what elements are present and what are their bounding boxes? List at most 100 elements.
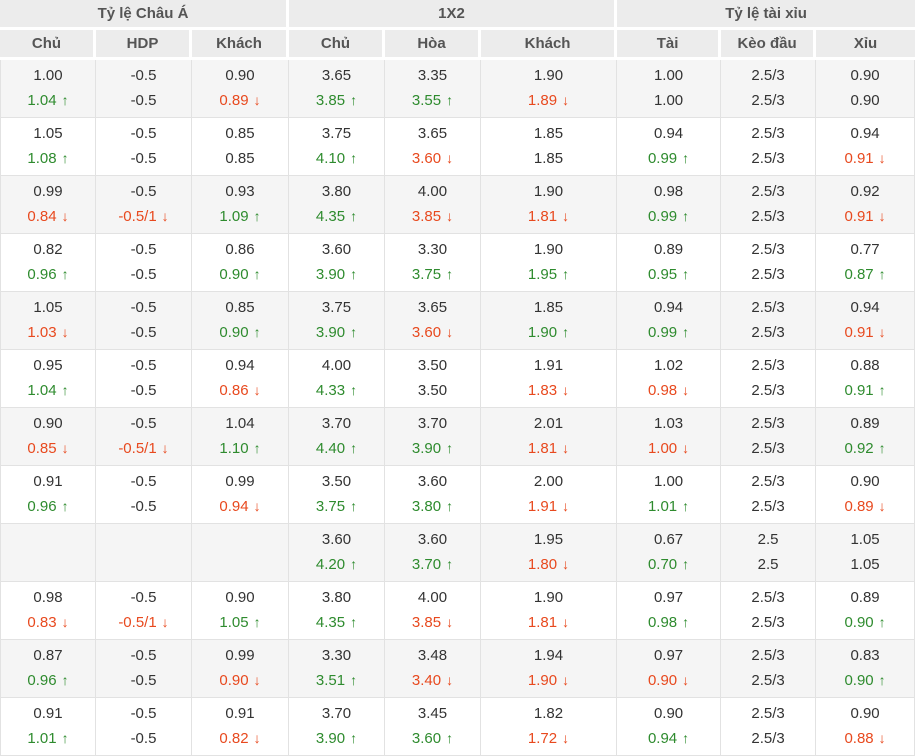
odds-cell: 0.97 0.90 ↓ (617, 640, 722, 698)
odds-cell: 3.80 4.35 ↑ (289, 176, 386, 234)
opening-odds-value: 1.85 (533, 125, 564, 142)
odds-number: 1.09 (219, 208, 249, 225)
odds-number: 1.01 (647, 498, 678, 515)
trend-down-icon: ↓ (878, 208, 886, 224)
odds-cell: 0.98 0.99 ↑ (617, 176, 722, 234)
opening-odds-value: 0.95 (33, 357, 63, 374)
column-header-asian-away: Khách (192, 30, 290, 60)
opening-odds-value: 0.90 (33, 415, 63, 432)
live-odds-value: 1.81 ↓ (481, 610, 616, 635)
opening-odds-value (96, 527, 191, 552)
odds-number: 1.10 (219, 440, 249, 457)
opening-odds-value: 1.02 (653, 357, 684, 374)
live-odds-value: 2.5/3 (721, 436, 815, 461)
odds-cell: 1.02 0.98 ↓ (617, 350, 722, 408)
odds-cell: -0.5 -0.5 (96, 234, 192, 292)
odds-number: 0.86 (219, 382, 249, 399)
odds-cell: 0.89 0.92 ↑ (816, 408, 915, 466)
live-odds-value: 0.90 ↑ (192, 320, 288, 345)
opening-odds-value: 0.67 (653, 531, 684, 548)
live-odds-value: 0.96 ↑ (1, 262, 95, 287)
odds-number: 3.85 (315, 92, 346, 109)
odds-number: -0.5 (130, 672, 157, 689)
opening-odds-value: -0.5 (130, 183, 157, 200)
opening-odds-value: 1.04 (225, 415, 255, 432)
opening-odds-value: 2.5/3 (751, 415, 785, 432)
odds-cell: 2.5/3 2.5/3 (721, 60, 817, 118)
trend-up-icon: ↑ (61, 730, 69, 746)
odds-row: 1.05 1.08 ↑ -0.5 -0.5 0.85 0.85 3.75 4.10 ↑ 3.65 3.… (0, 118, 915, 176)
live-odds-value: 1.01 ↑ (1, 726, 95, 751)
trend-down-icon: ↓ (446, 324, 454, 340)
odds-number: 2.5/3 (751, 208, 785, 225)
odds-row: 1.05 1.03 ↓ -0.5 -0.5 0.85 0.90 ↑ 3.75 3.90 ↑ 3.65 3… (0, 292, 915, 350)
opening-odds-value: 0.77 (850, 241, 880, 258)
column-header-asian-hdp: HDP (96, 30, 192, 60)
odds-number: -0.5/1 (118, 440, 157, 457)
trend-up-icon: ↑ (61, 672, 69, 688)
live-odds-value: 0.90 (816, 88, 914, 113)
odds-cell: 3.35 3.55 ↑ (385, 60, 482, 118)
live-odds-value: -0.5 (96, 320, 191, 345)
opening-odds-value: 1.05 (33, 125, 63, 142)
opening-odds-value: 0.90 (850, 705, 880, 722)
trend-up-icon: ↑ (61, 150, 69, 166)
opening-odds-value: -0.5 (130, 125, 157, 142)
live-odds-value: 1.95 ↑ (481, 262, 616, 287)
live-odds-value: 0.85 (192, 146, 288, 171)
trend-down-icon: ↓ (446, 150, 454, 166)
odds-cell: 0.89 0.95 ↑ (617, 234, 722, 292)
live-odds-value: 0.90 ↓ (192, 668, 288, 693)
odds-number: 0.91 (844, 150, 874, 167)
opening-odds-value: 3.75 (321, 299, 352, 316)
trend-down-icon: ↓ (562, 92, 570, 108)
odds-table-body: 1.00 1.04 ↑ -0.5 -0.5 0.90 0.89 ↓ 3.65 3.85 ↑ 3.35 3… (0, 60, 915, 756)
odds-number: 0.90 (844, 672, 874, 689)
opening-odds-value: 1.03 (653, 415, 684, 432)
odds-number: 1.00 (653, 92, 684, 109)
live-odds-value: 2.5/3 (721, 726, 815, 751)
trend-down-icon: ↓ (562, 498, 570, 514)
trend-down-icon: ↓ (446, 208, 454, 224)
live-odds-value: 3.60 ↓ (385, 146, 480, 171)
odds-cell: 0.90 0.89 ↓ (816, 466, 915, 524)
opening-odds-value: 3.65 (417, 299, 448, 316)
trend-down-icon: ↓ (161, 440, 169, 456)
opening-odds-value: 0.99 (33, 183, 63, 200)
odds-number: 0.95 (647, 266, 678, 283)
odds-number: -0.5 (130, 730, 157, 747)
live-odds-value: -0.5/1 ↓ (96, 204, 191, 229)
opening-odds-value: 1.95 (533, 531, 564, 548)
odds-number: 1.89 (527, 92, 558, 109)
group-header-asian: Tỷ lệ Châu Á (0, 0, 290, 30)
odds-cell: 2.5/3 2.5/3 (721, 698, 817, 756)
trend-up-icon: ↑ (562, 324, 570, 340)
odds-cell: 0.99 0.94 ↓ (192, 466, 290, 524)
odds-cell: 1.05 1.05 (816, 524, 915, 582)
live-odds-value: -0.5 (96, 726, 191, 751)
live-odds-value: 1.72 ↓ (481, 726, 616, 751)
trend-down-icon: ↓ (562, 382, 570, 398)
odds-row: 0.95 1.04 ↑ -0.5 -0.5 0.94 0.86 ↓ 4.00 4.33 ↑ 3.50 3… (0, 350, 915, 408)
group-header-over-under: Tỷ lệ tài xỉu (617, 0, 915, 30)
odds-number: 2.5/3 (751, 92, 785, 109)
trend-down-icon: ↓ (878, 150, 886, 166)
odds-cell (96, 524, 192, 582)
odds-number: 0.98 (647, 382, 678, 399)
odds-number: 0.90 (219, 324, 249, 341)
live-odds-value: 2.5/3 (721, 146, 815, 171)
odds-cell: 0.94 0.86 ↓ (192, 350, 290, 408)
live-odds-value: 3.85 ↓ (385, 610, 480, 635)
trend-up-icon: ↑ (446, 556, 454, 572)
odds-number: -0.5/1 (118, 614, 157, 631)
odds-number: 0.87 (844, 266, 874, 283)
odds-number: 1.05 (219, 614, 249, 631)
odds-number: 2.5/3 (751, 440, 785, 457)
live-odds-value: 0.90 ↑ (816, 668, 914, 693)
trend-up-icon: ↑ (446, 92, 454, 108)
column-header-1x2-away: Khách (481, 30, 618, 60)
odds-cell: 2.5/3 2.5/3 (721, 582, 817, 640)
odds-cell: 0.94 0.99 ↑ (617, 292, 722, 350)
live-odds-value: 3.51 ↑ (289, 668, 384, 693)
